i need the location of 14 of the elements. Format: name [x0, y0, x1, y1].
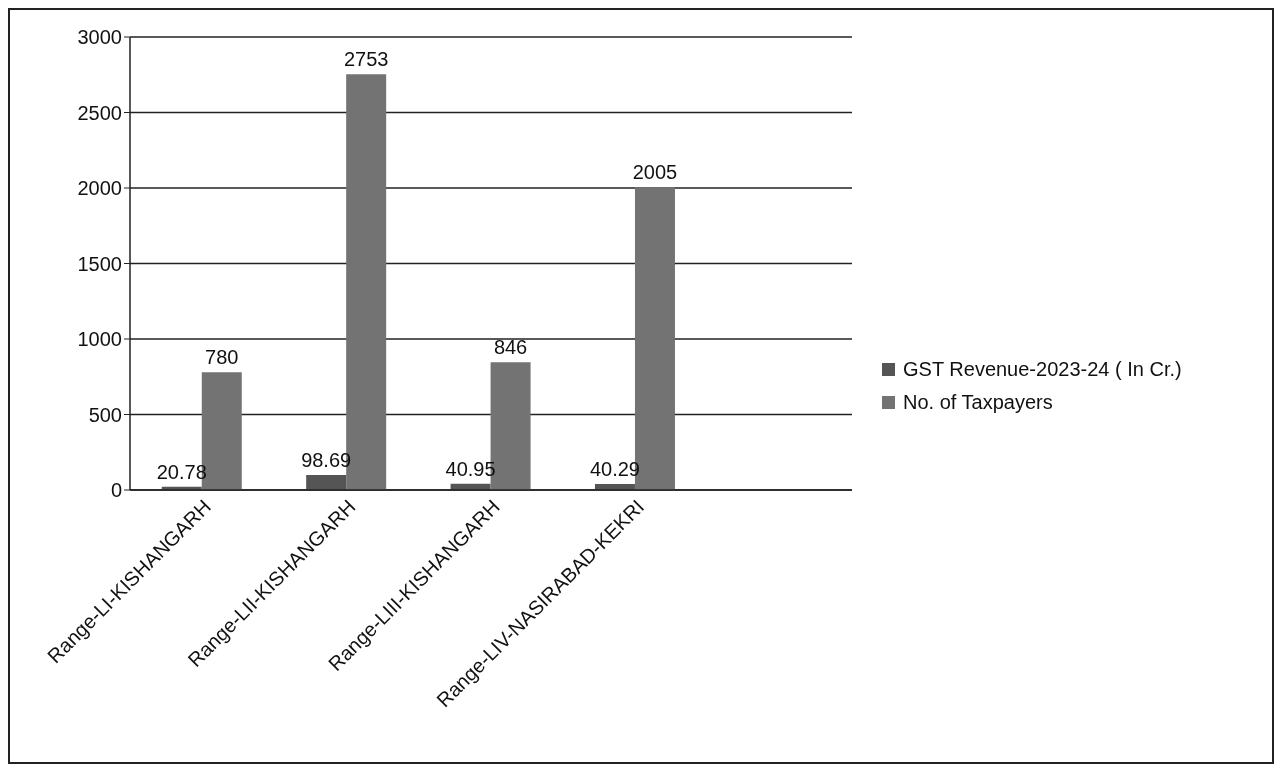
bar: [306, 475, 347, 490]
data-label: 2753: [343, 48, 389, 71]
y-tick-label: 1500: [77, 252, 122, 275]
data-label: 2005: [632, 161, 678, 184]
y-tick-label: 2000: [77, 177, 122, 200]
y-tick-label: 500: [88, 403, 122, 426]
legend-label: GST Revenue-2023-24 ( In Cr.): [903, 358, 1182, 381]
data-label: 846: [493, 336, 528, 359]
y-tick-label: 3000: [77, 26, 122, 49]
y-tick-label: 0: [110, 479, 122, 502]
y-tick-label: 1000: [77, 328, 122, 351]
data-label: 780: [205, 346, 239, 369]
y-tick-label: 2500: [77, 101, 122, 124]
legend-label: No. of Taxpayers: [903, 391, 1053, 414]
